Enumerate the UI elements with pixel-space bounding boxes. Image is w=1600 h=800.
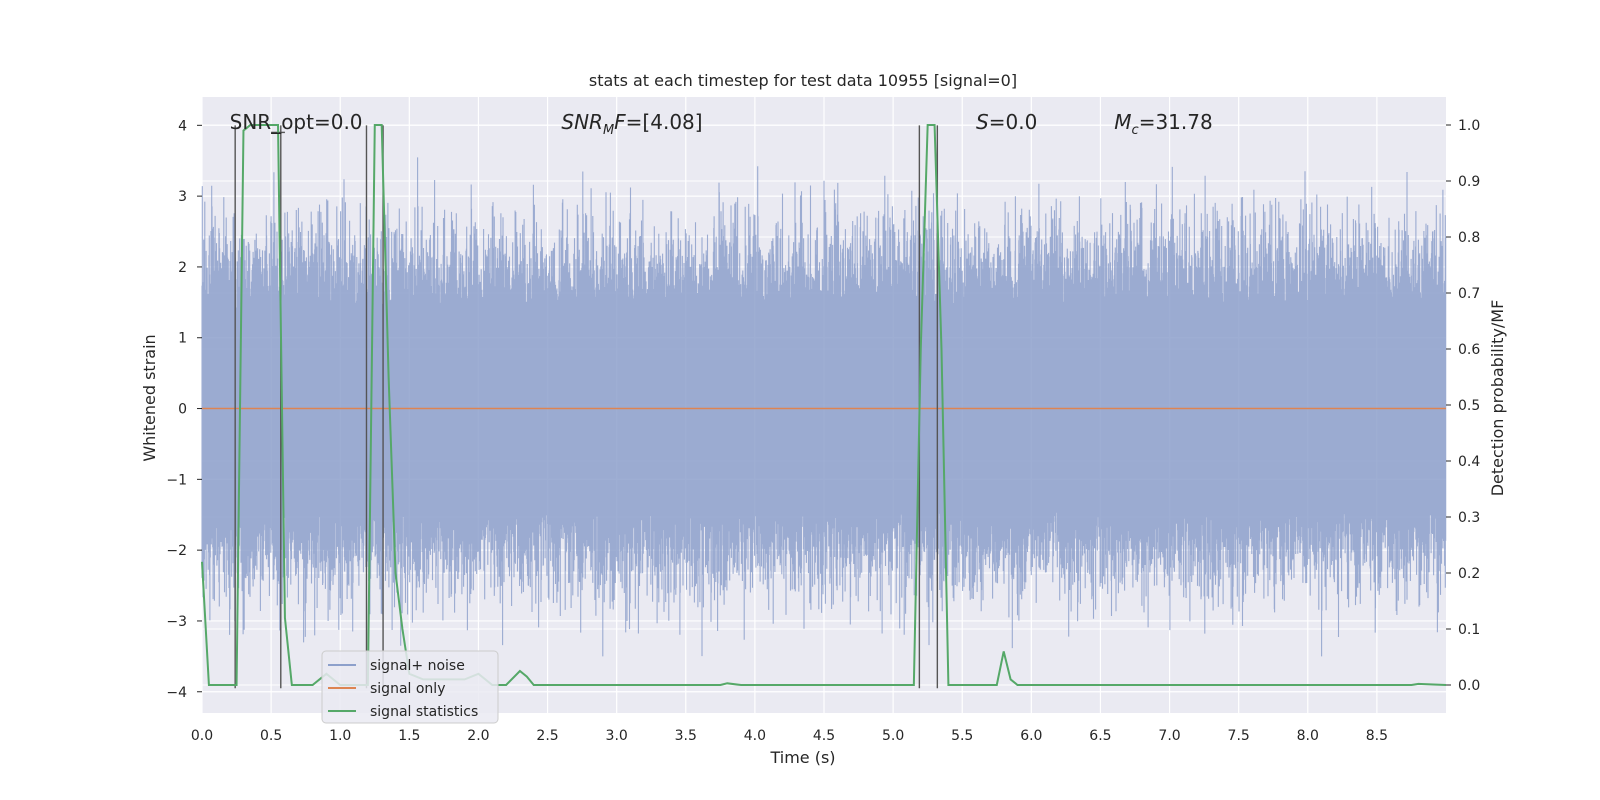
x-tick-label: 3.5	[675, 728, 697, 744]
series-signal-statistics	[201, 124, 1447, 686]
x-tick-label: 3.0	[606, 728, 628, 744]
legend-entry: signal only	[370, 681, 445, 697]
series-signal-plus-noise	[201, 157, 1447, 657]
y2-tick-label: 0.9	[1458, 174, 1480, 190]
legend-entry: signal+ noise	[370, 658, 465, 674]
signal-statistics-line	[201, 124, 1447, 686]
y2-tick-label: 0.0	[1458, 678, 1480, 694]
noise-trace	[201, 157, 1447, 657]
y-axis-label: Whitened strain	[140, 334, 159, 461]
y-tick-label: 3	[178, 189, 187, 205]
x-tick-label: 7.5	[1228, 728, 1250, 744]
x-tick-label: 8.0	[1297, 728, 1319, 744]
x-tick-label: 0.5	[260, 728, 282, 744]
legend-entry: signal statistics	[370, 704, 478, 720]
x-tick-label: 5.0	[882, 728, 904, 744]
legend-box	[321, 650, 499, 724]
y-tick-label: −1	[166, 472, 187, 488]
y-tick-label: 2	[178, 260, 187, 276]
y2-tick-label: 0.6	[1458, 342, 1480, 358]
x-tick-label: 7.0	[1158, 728, 1180, 744]
x-tick-label: 1.5	[398, 728, 420, 744]
x-tick-label: 2.0	[467, 728, 489, 744]
y-tick-label: −2	[166, 543, 187, 559]
y2-tick-label: 0.5	[1458, 398, 1480, 414]
annotation: Mc=31.78	[1114, 110, 1212, 138]
x-tick-label: 6.0	[1020, 728, 1042, 744]
x-tick-label: 5.5	[951, 728, 973, 744]
y2-tick-label: 0.8	[1458, 230, 1480, 246]
y2-axis-ticks: 1.0 0.9 0.8 0.7 0.6 0.5 0.4 0.3 0.2 0.1 0.0	[1446, 118, 1480, 694]
y2-tick-label: 0.2	[1458, 566, 1480, 582]
y2-tick-label: 1.0	[1458, 118, 1480, 134]
annotation: S=0.0	[976, 110, 1037, 134]
x-tick-label: 4.5	[813, 728, 835, 744]
y-tick-label: 0	[178, 402, 187, 418]
annotation: SNRMF=[4.08]	[561, 110, 702, 138]
x-axis-label: Time (s)	[769, 748, 835, 767]
annotation: SNR_opt=0.0	[230, 110, 363, 134]
annotations: SNR_opt=0.0 SNRMF=[4.08] S=0.0 Mc=31.78	[230, 110, 1213, 138]
x-tick-label: 2.5	[536, 728, 558, 744]
x-tick-label: 0.0	[191, 728, 213, 744]
y2-tick-label: 0.1	[1458, 622, 1480, 638]
y2-tick-label: 0.7	[1458, 286, 1480, 302]
legend: signal+ noise signal only signal statistic…	[321, 650, 499, 724]
x-tick-label: 1.0	[329, 728, 351, 744]
y2-tick-label: 0.4	[1458, 454, 1480, 470]
y-tick-label: −3	[166, 614, 187, 630]
y2-axis-label: Detection probability/MF	[1488, 300, 1507, 497]
x-tick-label: 8.5	[1366, 728, 1388, 744]
chart-title: stats at each timestep for test data 109…	[589, 71, 1017, 90]
y-tick-label: 4	[178, 118, 187, 134]
x-tick-label: 6.5	[1089, 728, 1111, 744]
y2-tick-label: 0.3	[1458, 510, 1480, 526]
x-tick-label: 4.0	[744, 728, 766, 744]
y-axis-ticks: 4 3 2 1 0 −1 −2 −3 −4	[166, 118, 202, 701]
y-tick-label: 1	[178, 331, 187, 347]
x-axis-ticks: 0.0 0.5 1.0 1.5 2.0 2.5 3.0 3.5 4.0 4.5 5.0 5.5 6.0 6…	[191, 728, 1388, 744]
y-tick-label: −4	[166, 685, 187, 701]
